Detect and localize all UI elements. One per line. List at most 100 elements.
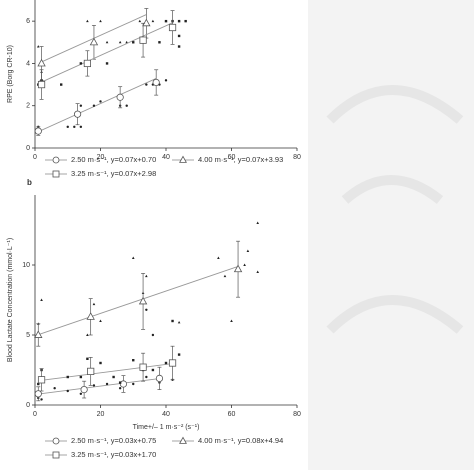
- raw-point: [177, 45, 181, 48]
- raw-point: [40, 398, 43, 401]
- raw-point: [92, 302, 96, 306]
- x-tick-label: 80: [293, 411, 301, 418]
- panel-label: b: [27, 178, 32, 187]
- legend-label: 4.00 m·s⁻¹, y=0.08x+4.94: [198, 436, 283, 445]
- legend-label: 3.25 m·s⁻¹, y=0.03x+1.70: [71, 450, 156, 459]
- raw-point: [177, 19, 181, 23]
- y-tick-label: 4: [26, 60, 30, 67]
- y-axis-label: RPE (Borg CR-10): [7, 45, 14, 103]
- x-tick-label: 20: [97, 154, 105, 161]
- raw-point: [230, 319, 233, 322]
- mean-point: [73, 110, 82, 118]
- legend-marker: [52, 156, 60, 164]
- raw-point: [131, 256, 135, 259]
- raw-point: [151, 368, 155, 372]
- raw-point: [60, 83, 63, 86]
- watermark: [326, 85, 464, 334]
- raw-point: [177, 320, 181, 324]
- raw-point: [105, 40, 109, 44]
- raw-point: [99, 19, 102, 23]
- raw-point: [164, 79, 168, 82]
- x-tick-label: 60: [228, 411, 236, 418]
- raw-point: [145, 308, 148, 311]
- raw-point: [66, 125, 69, 129]
- mean-point: [83, 59, 91, 68]
- mean-point: [152, 78, 160, 87]
- x-tick-label: 40: [162, 154, 170, 161]
- raw-point: [86, 19, 89, 23]
- mean-point: [87, 367, 95, 376]
- raw-point: [37, 382, 40, 386]
- mean-point: [37, 58, 46, 67]
- x-tick-label: 60: [228, 154, 236, 161]
- y-axis-label: Blood Lactate Concentration (mmol·L⁻¹): [7, 238, 14, 362]
- x-tick-label: 0: [33, 411, 37, 418]
- raw-point: [99, 319, 102, 322]
- mean-point: [34, 127, 42, 135]
- fit-line: [38, 378, 160, 395]
- mean-point: [138, 296, 148, 305]
- raw-point: [132, 382, 135, 386]
- raw-point: [184, 19, 187, 23]
- raw-point: [217, 256, 220, 259]
- legend-marker: [52, 451, 60, 459]
- mean-point: [119, 380, 128, 388]
- raw-point: [132, 41, 135, 44]
- mean-point: [80, 385, 88, 394]
- y-tick-label: 0: [26, 145, 30, 152]
- fit-line: [41, 363, 173, 381]
- mean-point: [34, 330, 43, 338]
- raw-point: [86, 357, 89, 360]
- mean-point: [139, 363, 147, 371]
- mean-point: [37, 80, 46, 89]
- fit-line: [38, 78, 157, 133]
- y-tick-label: 0: [26, 402, 30, 409]
- mean-point: [116, 93, 124, 101]
- raw-point: [256, 270, 260, 273]
- raw-point: [112, 375, 115, 379]
- raw-point: [164, 361, 168, 365]
- raw-point: [40, 298, 43, 301]
- legend-marker: [179, 436, 187, 444]
- mean-point: [139, 36, 147, 44]
- y-tick-label: 5: [26, 332, 30, 339]
- raw-point: [99, 361, 102, 365]
- mean-point: [233, 264, 243, 273]
- legend-label: 4.00 m·s⁻¹, y=0.07x+3.93: [198, 155, 283, 164]
- x-tick-label: 40: [162, 411, 170, 418]
- x-tick-label: 0: [33, 154, 37, 161]
- fit-line: [38, 265, 239, 336]
- legend-marker: [52, 437, 60, 445]
- legend-label: 2.50 m·s⁻¹, y=0.07x+0.70: [71, 155, 156, 164]
- raw-point: [223, 274, 227, 278]
- raw-point: [86, 333, 89, 336]
- raw-point: [92, 104, 96, 107]
- y-tick-label: 10: [22, 262, 30, 269]
- raw-point: [36, 45, 40, 48]
- x-tick-label: 20: [97, 411, 105, 418]
- raw-point: [243, 263, 246, 266]
- mean-point: [34, 390, 42, 398]
- raw-point: [66, 389, 69, 393]
- raw-point: [118, 387, 122, 390]
- raw-point: [177, 34, 181, 38]
- raw-point: [73, 125, 76, 129]
- mean-point: [89, 37, 99, 46]
- raw-point: [125, 104, 128, 107]
- mean-point: [168, 359, 177, 367]
- mean-point: [142, 18, 151, 27]
- raw-point: [105, 62, 109, 65]
- raw-point: [158, 41, 161, 44]
- raw-point: [164, 19, 168, 23]
- raw-point: [125, 40, 129, 44]
- y-tick-label: 2: [26, 103, 30, 110]
- raw-point: [145, 83, 148, 86]
- mean-point: [86, 312, 95, 320]
- raw-point: [79, 125, 83, 129]
- raw-point: [99, 100, 102, 103]
- raw-point: [79, 104, 83, 107]
- raw-point: [151, 19, 155, 23]
- raw-point: [79, 62, 83, 65]
- raw-point: [79, 392, 83, 395]
